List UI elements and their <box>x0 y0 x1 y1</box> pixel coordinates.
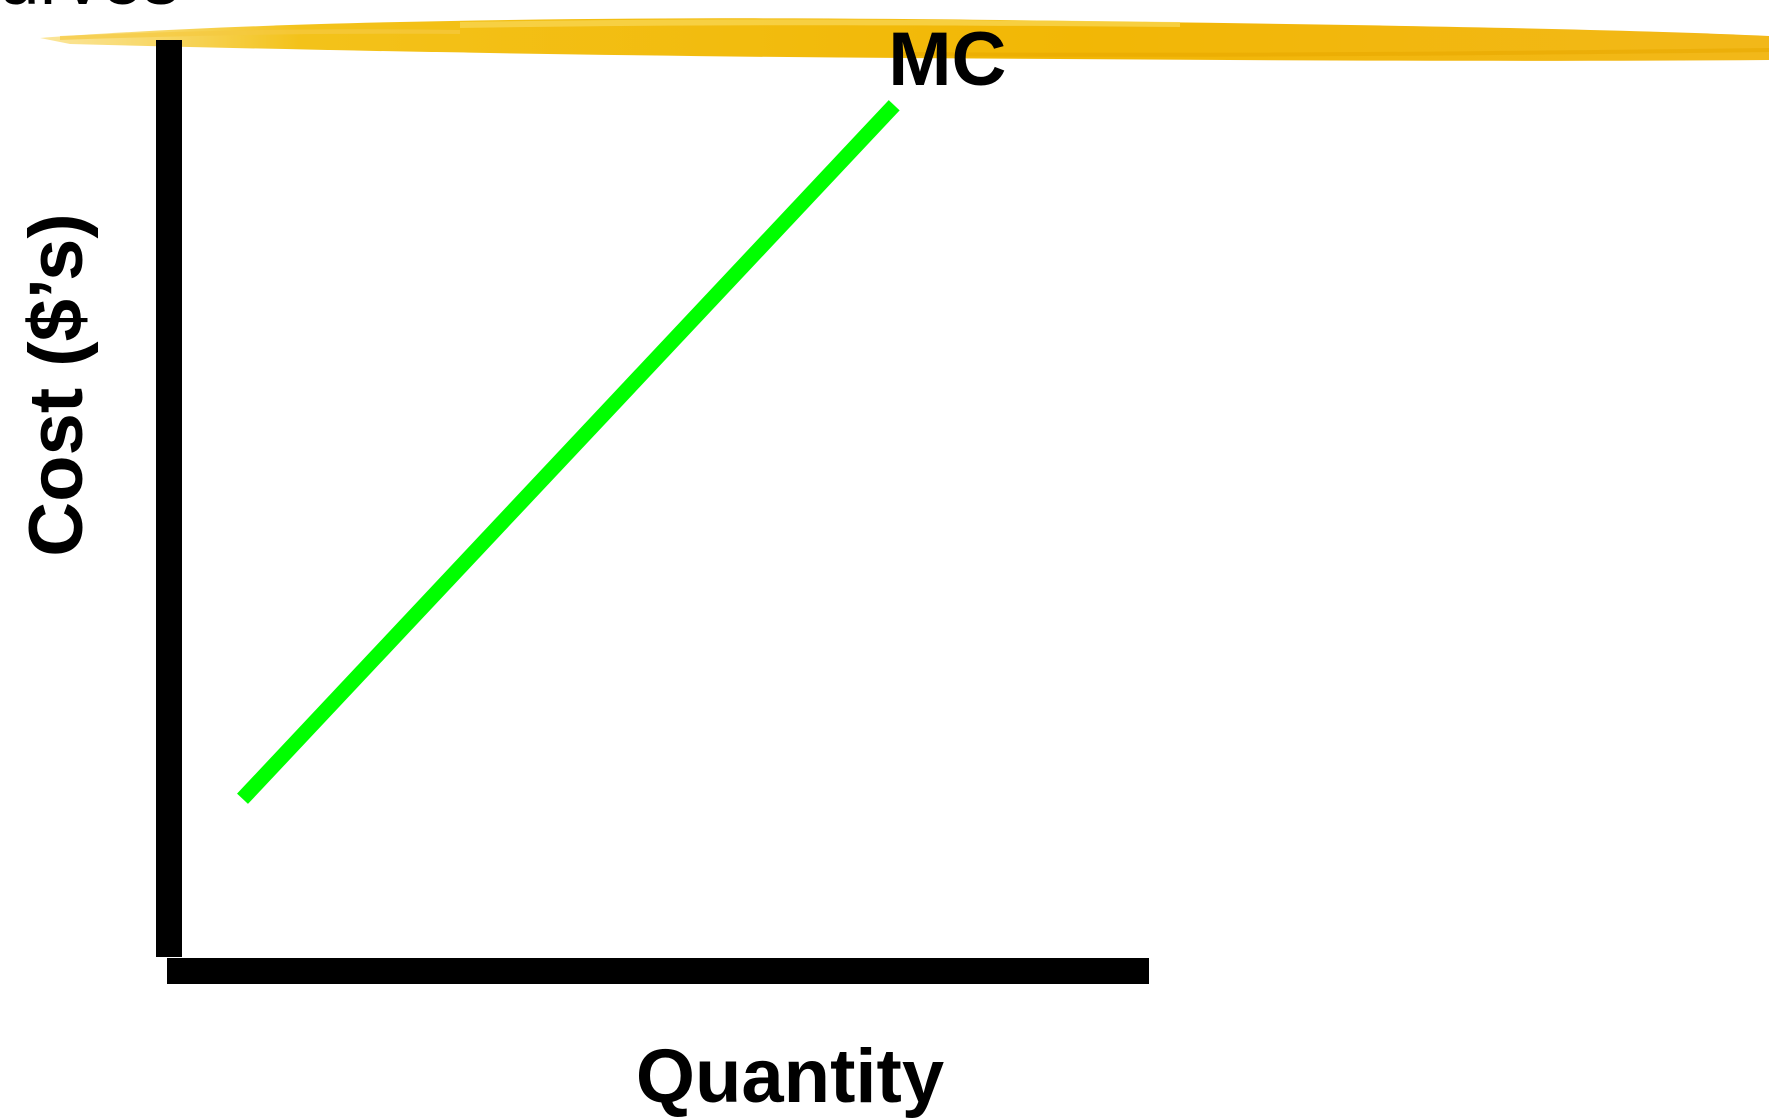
x-axis-label: Quantity <box>636 1034 944 1119</box>
highlighter-streak <box>460 19 1180 28</box>
highlighter-streak <box>900 48 1769 57</box>
series-line-mc <box>237 100 900 804</box>
highlighter-streak <box>60 29 460 40</box>
title-highlighter-stroke <box>40 18 1769 61</box>
series-layer: MC <box>237 17 1006 804</box>
series-label-mc: MC <box>888 17 1006 102</box>
y-axis-label: Cost ($’s) <box>14 213 99 556</box>
highlighter-band <box>40 18 1769 61</box>
slide-title-fragment: Curves <box>0 0 179 20</box>
